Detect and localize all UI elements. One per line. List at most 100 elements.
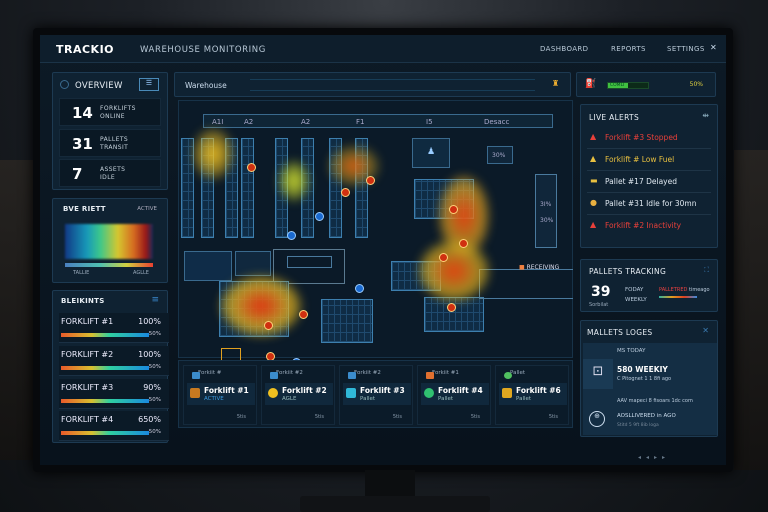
stat-value: 31 <box>72 135 93 153</box>
receiving-dock <box>479 269 573 299</box>
rack <box>181 138 194 238</box>
forklift-icon <box>346 388 356 398</box>
heart-icon <box>536 146 537 147</box>
stats-column-box: 3I% 30% <box>535 174 557 248</box>
stat-value: 7 <box>72 165 83 183</box>
pallets-title: PALLETS TRACKING <box>589 267 667 276</box>
heatmap-status: ACTIVE <box>137 206 157 212</box>
menu-icon[interactable]: ≡ <box>151 295 159 305</box>
forklift-marker[interactable] <box>341 188 350 197</box>
expand-icon[interactable]: ⇹ <box>702 111 709 120</box>
warning-icon: ▲ <box>590 132 597 141</box>
pallet-icon <box>502 388 512 398</box>
forklift-row[interactable]: FORKLIFT #3 90% 50% <box>59 379 169 409</box>
pallet-status-bar <box>659 296 697 298</box>
clock-icon: ● <box>590 198 597 207</box>
stat-label: PALLETS TRANSIT <box>100 136 129 151</box>
forklift-row[interactable]: FORKLIFT #2 100% 50% <box>59 346 169 376</box>
overview-panel: OVERVIEW ☰ 14 FORKLIFTS ONLINE 31 PALLETS TR… <box>52 72 168 190</box>
mini-heatmap <box>65 224 153 259</box>
map-minimap <box>250 79 535 91</box>
alert-item[interactable]: ▲ Forklift #2 Inactivity <box>590 220 682 230</box>
forklift-level-bar <box>61 366 149 370</box>
asset-cards: Forkiit # Forklift #1 ACTIVE 5tis Forkiit #… <box>178 360 573 428</box>
pallet-marker[interactable] <box>315 212 324 221</box>
forklift-marker[interactable] <box>366 176 375 185</box>
rack <box>225 138 238 238</box>
app-title: WAREHOUSE MONITORING <box>140 45 266 55</box>
rack-block <box>424 297 484 332</box>
logs-today: MS TODAY <box>617 348 646 354</box>
list-view-icon[interactable]: ☰ <box>139 78 159 91</box>
alert-item[interactable]: ▬ Pallet #17 Delayed <box>587 171 711 193</box>
nav-settings[interactable]: SETTINGS <box>667 45 705 53</box>
forklift-marker[interactable] <box>247 163 256 172</box>
forklift-icon <box>424 388 434 398</box>
heat-spot <box>221 276 301 336</box>
forklift-level-bar <box>61 333 149 337</box>
map-location-label: Warehouse <box>185 81 227 90</box>
logs-weekly-sub: C Pitognet 1 1 8fi ago <box>617 376 672 382</box>
top-bar: TRACKIO WAREHOUSE MONITORING DASHBOARD R… <box>40 35 726 63</box>
legend-right-label: AGLLE <box>133 270 149 276</box>
pallet-marker[interactable] <box>355 284 364 293</box>
close-icon[interactable]: ✕ <box>710 43 718 52</box>
alert-item[interactable]: ● Pallet #31 Idle for 30mn <box>587 193 711 215</box>
warehouse-map[interactable]: A1I A2 A2 F1 I5 Desacc ♟ 30% 3I% 30% ■ RE… <box>178 100 573 380</box>
nav-reports[interactable]: REPORTS <box>611 45 646 53</box>
stat-value: 14 <box>72 104 93 122</box>
forklift-level-bar <box>61 399 149 403</box>
rack <box>355 138 368 238</box>
log-entry: AAV mapeci 8 fisoars 1dc com <box>617 398 693 404</box>
nav-dashboard[interactable]: DASHBOARD <box>540 45 589 53</box>
pin-icon: ♜ <box>552 79 560 88</box>
pallets-count: 39 <box>591 284 611 300</box>
forklift-marker[interactable] <box>439 253 448 262</box>
heatmap-legend-bar <box>65 263 153 267</box>
monitor-base <box>300 496 490 512</box>
logs-list: MS TODAY ⊡ 580 WEEKIY C Pitognet 1 1 8fi… <box>583 343 717 435</box>
forklift-level-bar <box>61 431 149 435</box>
heat-spot <box>193 129 233 179</box>
heat-spot <box>419 241 489 301</box>
forklift-marker[interactable] <box>449 205 458 214</box>
close-icon[interactable]: ✕ <box>702 326 709 335</box>
forklift-marker[interactable] <box>459 239 468 248</box>
alert-item[interactable]: ▲ Forklift # Low Fuel <box>587 149 711 171</box>
loading-area <box>273 249 345 284</box>
stat-forklifts-online: 14 FORKLIFTS ONLINE <box>59 98 161 126</box>
forklift-marker[interactable] <box>299 310 308 319</box>
heat-spot <box>279 161 309 201</box>
asset-card[interactable]: Forkiit #2 Forklift #2 AGLE 5tis <box>261 365 335 425</box>
expand-icon[interactable]: ⛶ <box>704 266 709 274</box>
live-alerts-panel: LIVE ALERTS ⇹ ▲ Forklift #3 Stopped ▲ Fork… <box>580 104 718 248</box>
forklift-row[interactable]: FORKLIFT #4 650% 50% <box>59 411 169 441</box>
pallet-icon: ▬ <box>590 176 598 185</box>
progress-bar: COMLI <box>607 82 649 89</box>
forklift-list-panel: BLEIKINTS ≡ FORKLIFT #1 100% 50% FORKLIFT … <box>52 290 169 443</box>
weekly-label[interactable]: WEEKLY <box>625 297 647 303</box>
storage-block <box>184 251 232 281</box>
fuel-icon: ⛽ <box>585 79 597 89</box>
monitor-stand <box>365 470 415 500</box>
today-label[interactable]: FODAY <box>625 287 644 293</box>
asset-card[interactable]: Forkiit #1 Forklift #4 Pallet 5tis <box>417 365 491 425</box>
forklift-marker[interactable] <box>264 321 273 330</box>
heatmap-summary-panel: BVE RIETT ACTIVE TALLIE AGLLE <box>52 198 168 283</box>
pallet-status: PALLETRED timeago <box>659 287 710 293</box>
alert-item[interactable]: ▲ Forklift #3 Stopped <box>587 127 711 149</box>
asset-card[interactable]: Forkiit # Forklift #1 ACTIVE 5tis <box>183 365 257 425</box>
screen: TRACKIO WAREHOUSE MONITORING DASHBOARD R… <box>40 35 726 465</box>
forklift-marker[interactable] <box>447 303 456 312</box>
forklift-row[interactable]: FORKLIFT #1 100% 50% <box>59 313 169 343</box>
rack-block <box>321 299 373 343</box>
forklift-icon <box>190 388 200 398</box>
zone-office: ♟ <box>412 138 450 168</box>
monitor-controls[interactable]: ◂◂▸▸ <box>638 454 671 461</box>
asset-card[interactable]: Forkiit #2 Forklift #3 Pallet 5tis <box>339 365 413 425</box>
logs-panel: MALLETS LOGES ✕ MS TODAY ⊡ 580 WEEKIY C … <box>580 320 718 437</box>
stat-pallets-transit: 31 PALLETS TRANSIT <box>59 129 161 157</box>
pallet-marker[interactable] <box>287 231 296 240</box>
asset-card[interactable]: Pallet Forklift #6 Pallet 5tis <box>495 365 569 425</box>
alerts-title: LIVE ALERTS <box>589 113 639 122</box>
